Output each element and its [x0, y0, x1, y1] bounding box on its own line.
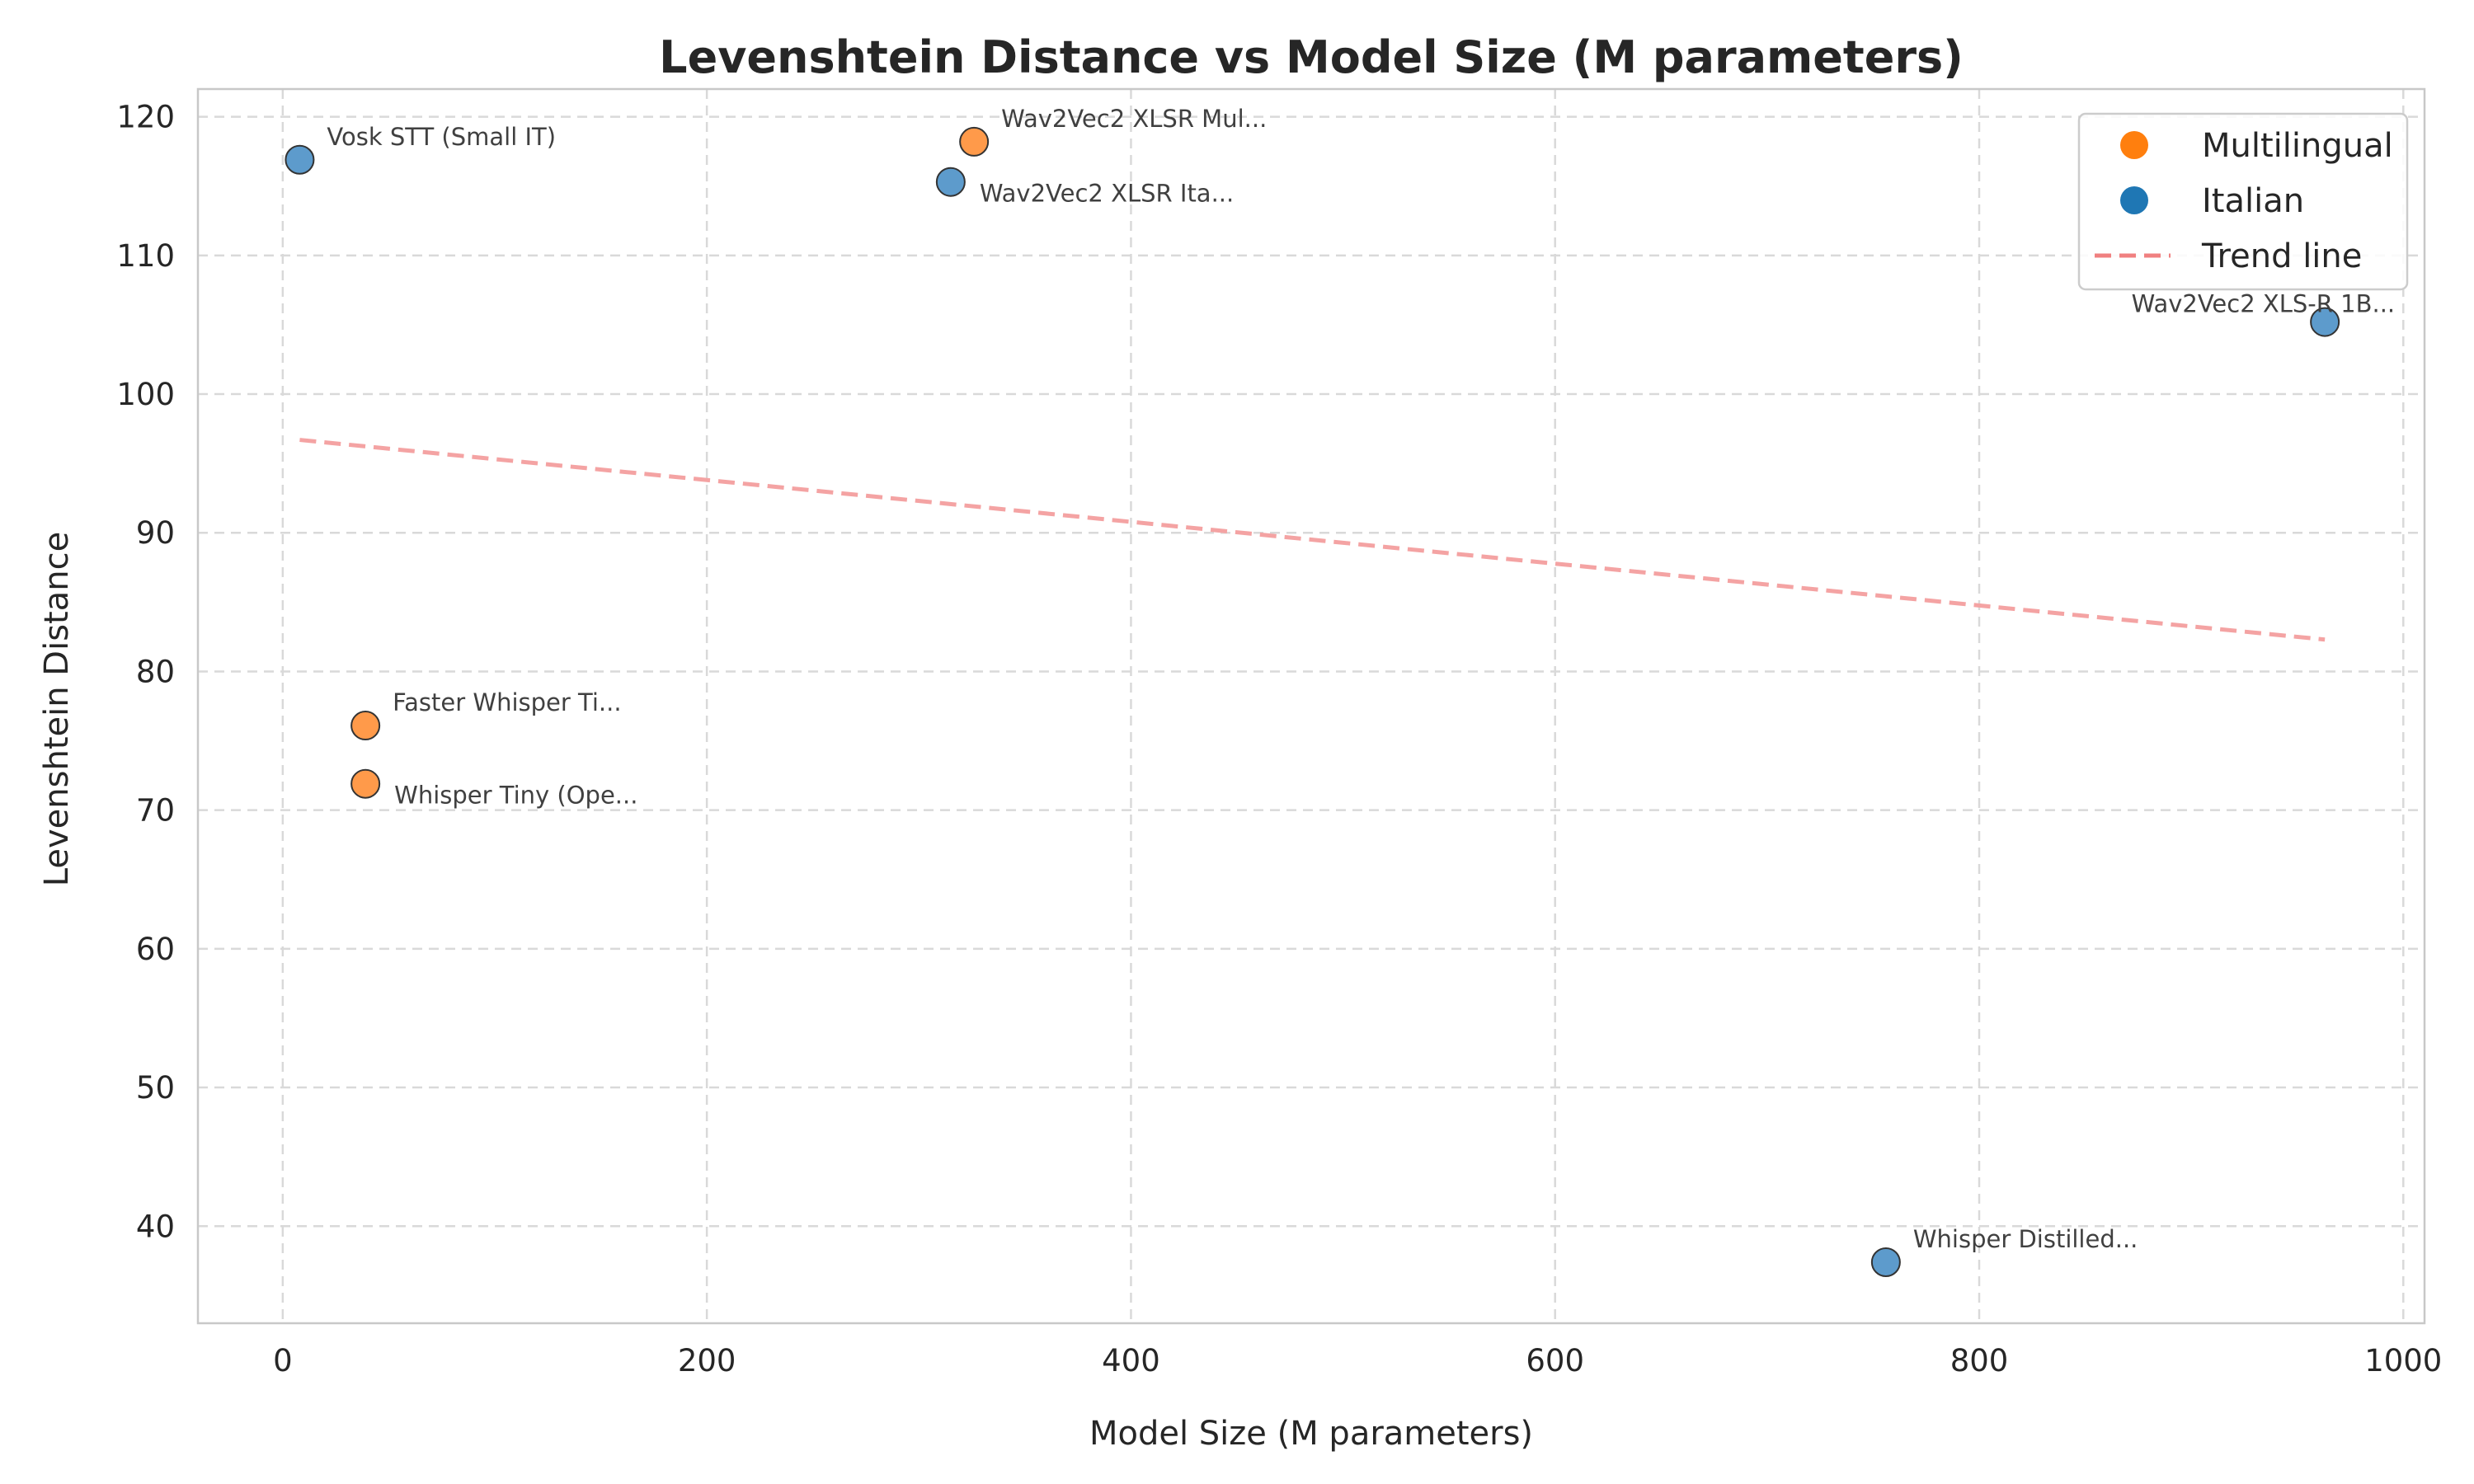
- data-points: Wav2Vec2 XLSR Mul... Faster Whisper Ti...…: [285, 105, 2396, 1277]
- trend-line: [299, 438, 2326, 642]
- x-tick-label: 800: [1950, 1343, 2009, 1378]
- legend-marker: [2120, 131, 2148, 159]
- legend: Multilingual Italian Trend line: [2077, 112, 2409, 291]
- y-tick-label: 70: [136, 793, 175, 829]
- data-point: [935, 167, 966, 197]
- legend-label: Multilingual: [2202, 127, 2393, 165]
- x-axis-label: Model Size (M parameters): [1089, 1415, 1533, 1453]
- legend-label: Trend line: [2201, 237, 2362, 275]
- point-label: Wav2Vec2 XLSR Ita...: [980, 180, 1234, 208]
- point-label: Wav2Vec2 XLS-R 1B...: [2132, 290, 2396, 318]
- legend-box: [2077, 112, 2409, 291]
- data-point: [959, 126, 990, 157]
- grid: [198, 89, 2425, 1323]
- legend-label: Italian: [2202, 182, 2304, 220]
- point-label: Whisper Distilled...: [1913, 1225, 2138, 1253]
- y-tick-label: 90: [136, 515, 175, 551]
- y-tick-label: 60: [136, 932, 175, 967]
- x-tick-label: 400: [1102, 1343, 1160, 1378]
- data-point: [1870, 1247, 1901, 1277]
- y-tick-label: 50: [136, 1070, 175, 1106]
- data-point: [285, 144, 315, 175]
- y-tick-label: 100: [116, 377, 175, 412]
- y-tick-label: 110: [116, 238, 175, 274]
- data-point: [350, 711, 381, 741]
- y-tick-label: 40: [136, 1209, 175, 1244]
- point-label: Wav2Vec2 XLSR Mul...: [1001, 105, 1267, 133]
- plot-frame: [196, 87, 2426, 1325]
- x-tick-label: 1000: [2364, 1343, 2442, 1378]
- y-axis-label: Levenshtein Distance: [38, 532, 76, 886]
- x-tick-label: 600: [1526, 1343, 1584, 1378]
- data-point: [2310, 307, 2340, 337]
- x-tick-label: 200: [678, 1343, 736, 1378]
- x-tick-label: 0: [273, 1343, 293, 1378]
- axis-ticks: 0 200 400 600 800 1000 40 50 60 70 80 90 100 110 120: [116, 100, 2442, 1378]
- point-label: Vosk STT (Small IT): [327, 123, 556, 151]
- legend-marker: [2120, 186, 2148, 214]
- y-tick-label: 120: [116, 100, 175, 135]
- data-point: [350, 768, 381, 799]
- chart-title: Levenshtein Distance vs Model Size (M pa…: [659, 31, 1964, 83]
- point-label: Faster Whisper Ti...: [393, 688, 621, 716]
- y-tick-label: 80: [136, 654, 175, 689]
- point-label: Whisper Tiny (Ope...: [394, 782, 637, 810]
